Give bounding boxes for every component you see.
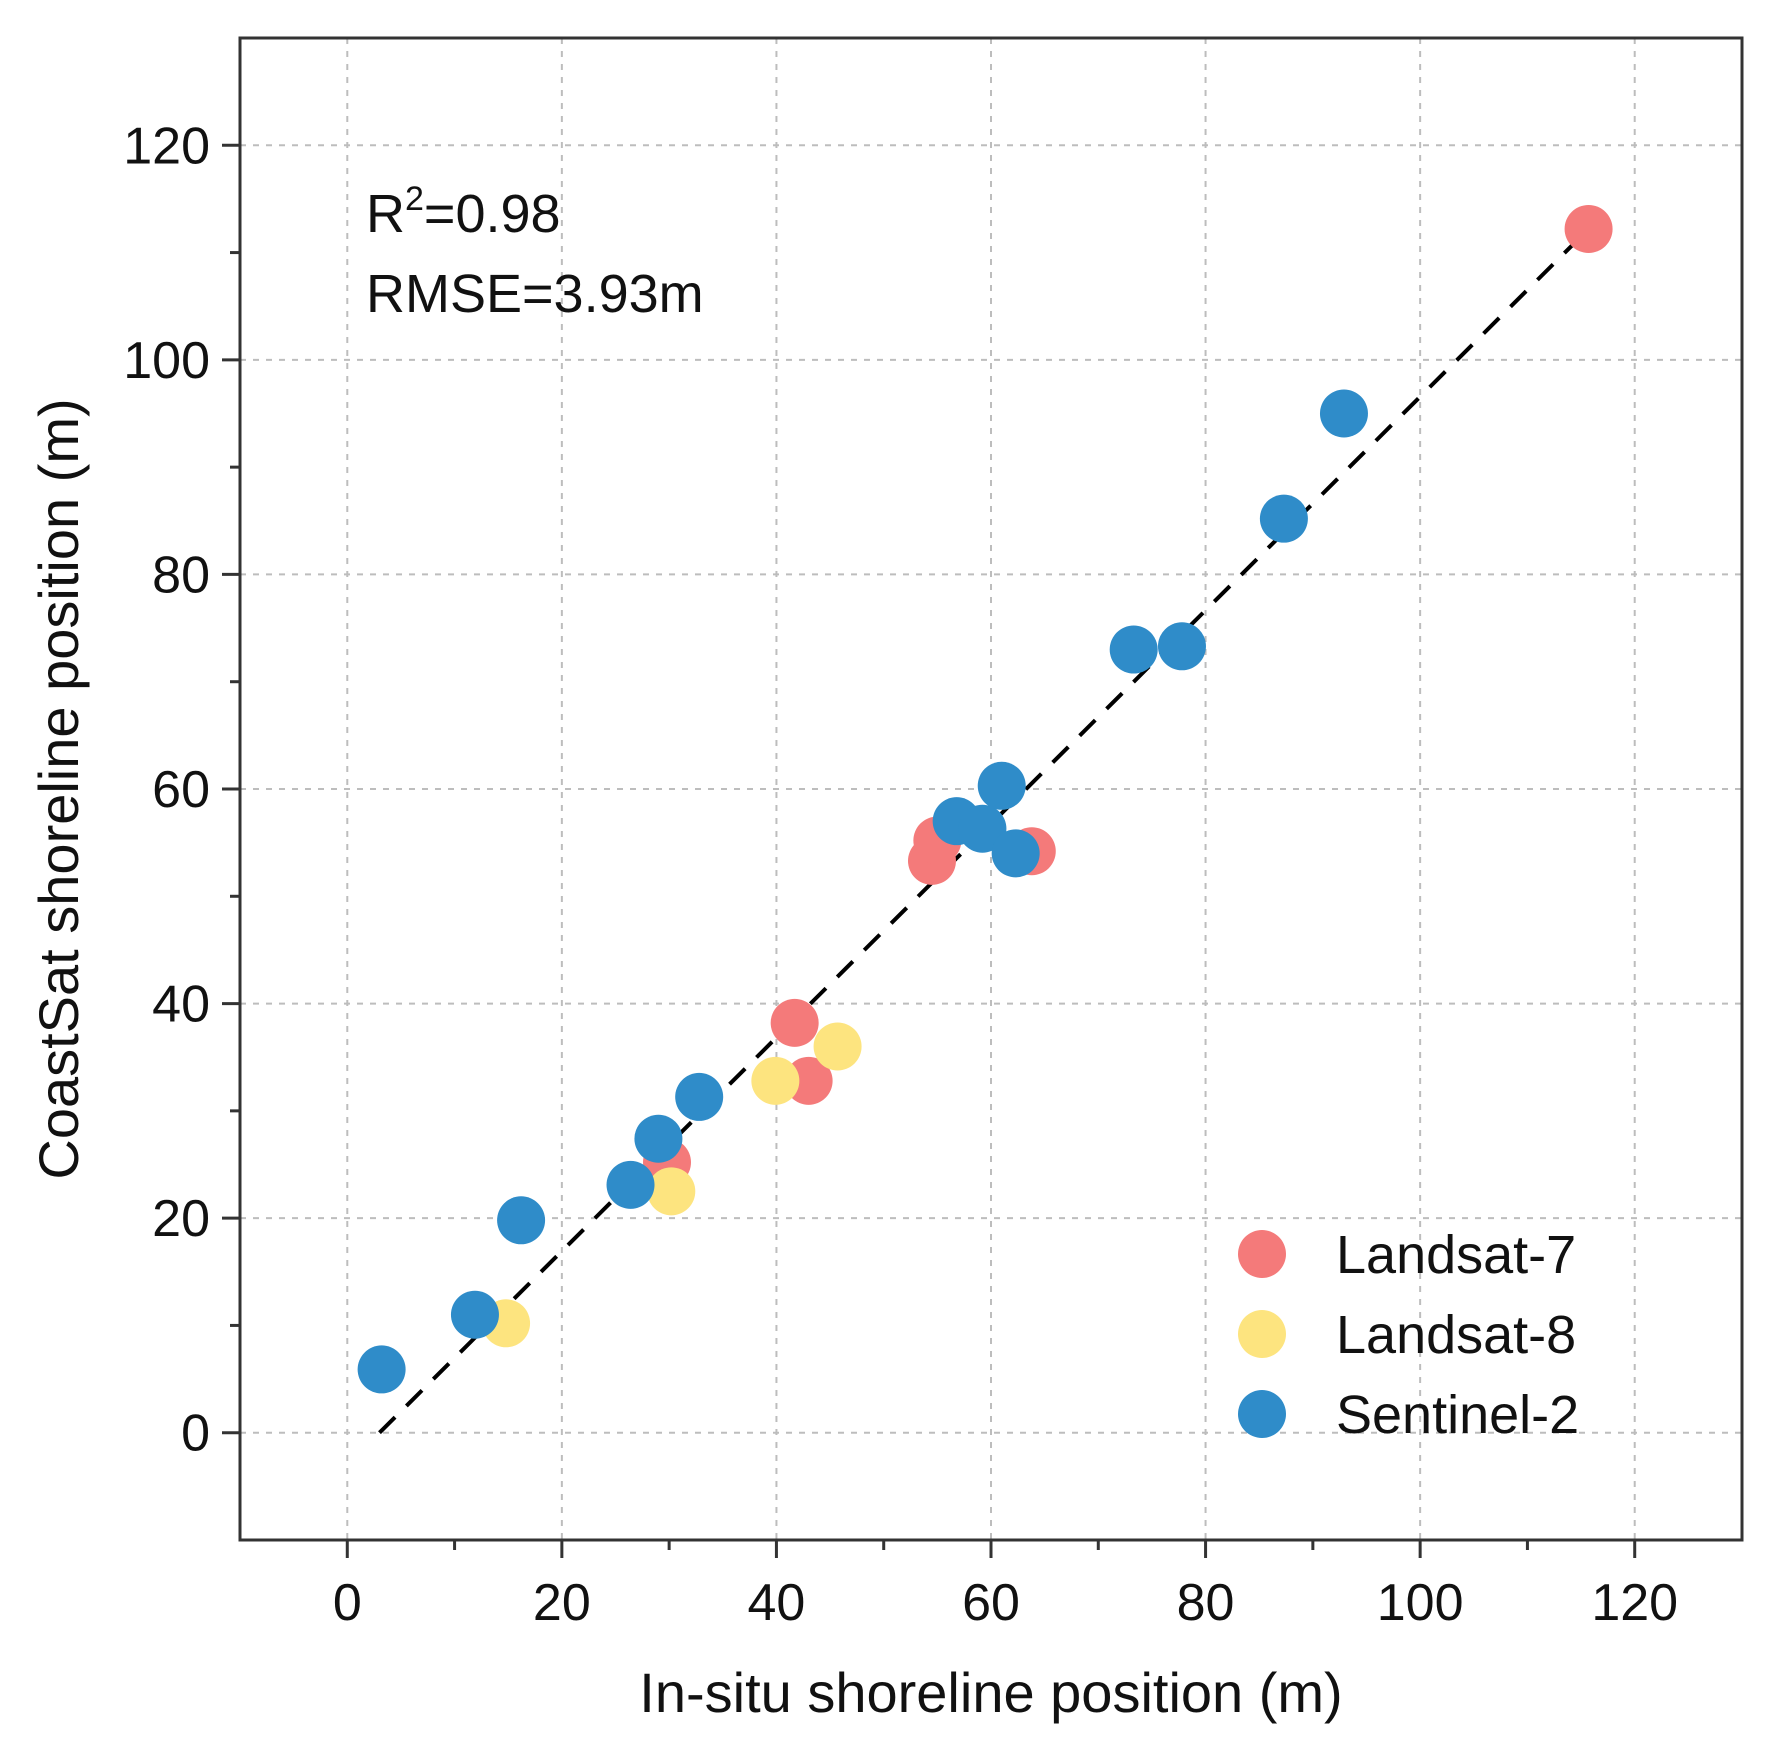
sentinel-2-point xyxy=(357,1345,406,1394)
y-tick-label: 100 xyxy=(123,332,210,390)
x-tick-label: 120 xyxy=(1591,1574,1678,1632)
sentinel-2-point xyxy=(675,1072,724,1121)
x-tick-labels: 0 20 40 60 80 100 120 xyxy=(333,1574,1678,1632)
rmse-annotation: RMSE=3.93m xyxy=(366,264,704,324)
landsat-7-point xyxy=(770,998,819,1047)
r-squared-value: =0.98 xyxy=(424,184,561,244)
landsat-8-point xyxy=(647,1167,696,1216)
y-tick-labels: 0 20 40 60 80 100 120 xyxy=(123,117,210,1462)
sentinel-2-point xyxy=(958,804,1007,853)
legend-label-landsat-8: Landsat-8 xyxy=(1336,1305,1576,1365)
sentinel-2-point xyxy=(1259,494,1308,543)
legend-marker-sentinel-2 xyxy=(1238,1390,1286,1438)
y-tick-label: 40 xyxy=(152,976,210,1034)
landsat-7-point xyxy=(1564,204,1613,253)
y-axis-title: CoastSat shoreline position (m) xyxy=(27,398,90,1179)
sentinel-2-point xyxy=(634,1114,683,1163)
y-tick-label: 120 xyxy=(123,117,210,175)
r-squared-prefix: R xyxy=(366,184,405,244)
sentinel-2-point xyxy=(497,1196,546,1245)
legend-label-landsat-7: Landsat-7 xyxy=(1336,1225,1576,1285)
landsat-8-point xyxy=(813,1022,862,1071)
y-tick-label: 0 xyxy=(181,1405,210,1463)
landsat-7-point xyxy=(784,1056,833,1105)
legend-marker-landsat-8 xyxy=(1238,1310,1286,1358)
data-points xyxy=(357,204,1613,1394)
sentinel-2-point xyxy=(1319,389,1368,438)
legend: Landsat-7 Landsat-8 Sentinel-2 xyxy=(1238,1225,1579,1445)
legend-marker-landsat-7 xyxy=(1238,1230,1286,1278)
sentinel-2-point xyxy=(1109,625,1158,674)
legend-label-sentinel-2: Sentinel-2 xyxy=(1336,1385,1579,1445)
x-tick-label: 80 xyxy=(1177,1574,1235,1632)
sentinel-2-point xyxy=(977,761,1026,810)
sentinel-2-point xyxy=(1157,622,1206,671)
x-tick-label: 60 xyxy=(962,1574,1020,1632)
y-tick-label: 60 xyxy=(152,761,210,819)
r-squared-superscript: 2 xyxy=(405,180,424,218)
x-tick-label: 0 xyxy=(333,1574,362,1632)
x-tick-label: 40 xyxy=(748,1574,806,1632)
sentinel-2-point xyxy=(991,829,1040,878)
y-tick-label: 20 xyxy=(152,1190,210,1248)
sentinel-2-point xyxy=(606,1160,655,1209)
landsat-8-point xyxy=(751,1056,800,1105)
sentinel-2-point xyxy=(450,1290,499,1339)
r-squared-annotation: R2=0.98 xyxy=(366,180,561,244)
y-tick-label: 80 xyxy=(152,546,210,604)
x-tick-label: 20 xyxy=(533,1574,591,1632)
grid-lines xyxy=(240,38,1742,1540)
x-axis-title: In-situ shoreline position (m) xyxy=(639,1661,1342,1724)
x-tick-label: 100 xyxy=(1377,1574,1464,1632)
axis-ticks xyxy=(222,143,1637,1558)
